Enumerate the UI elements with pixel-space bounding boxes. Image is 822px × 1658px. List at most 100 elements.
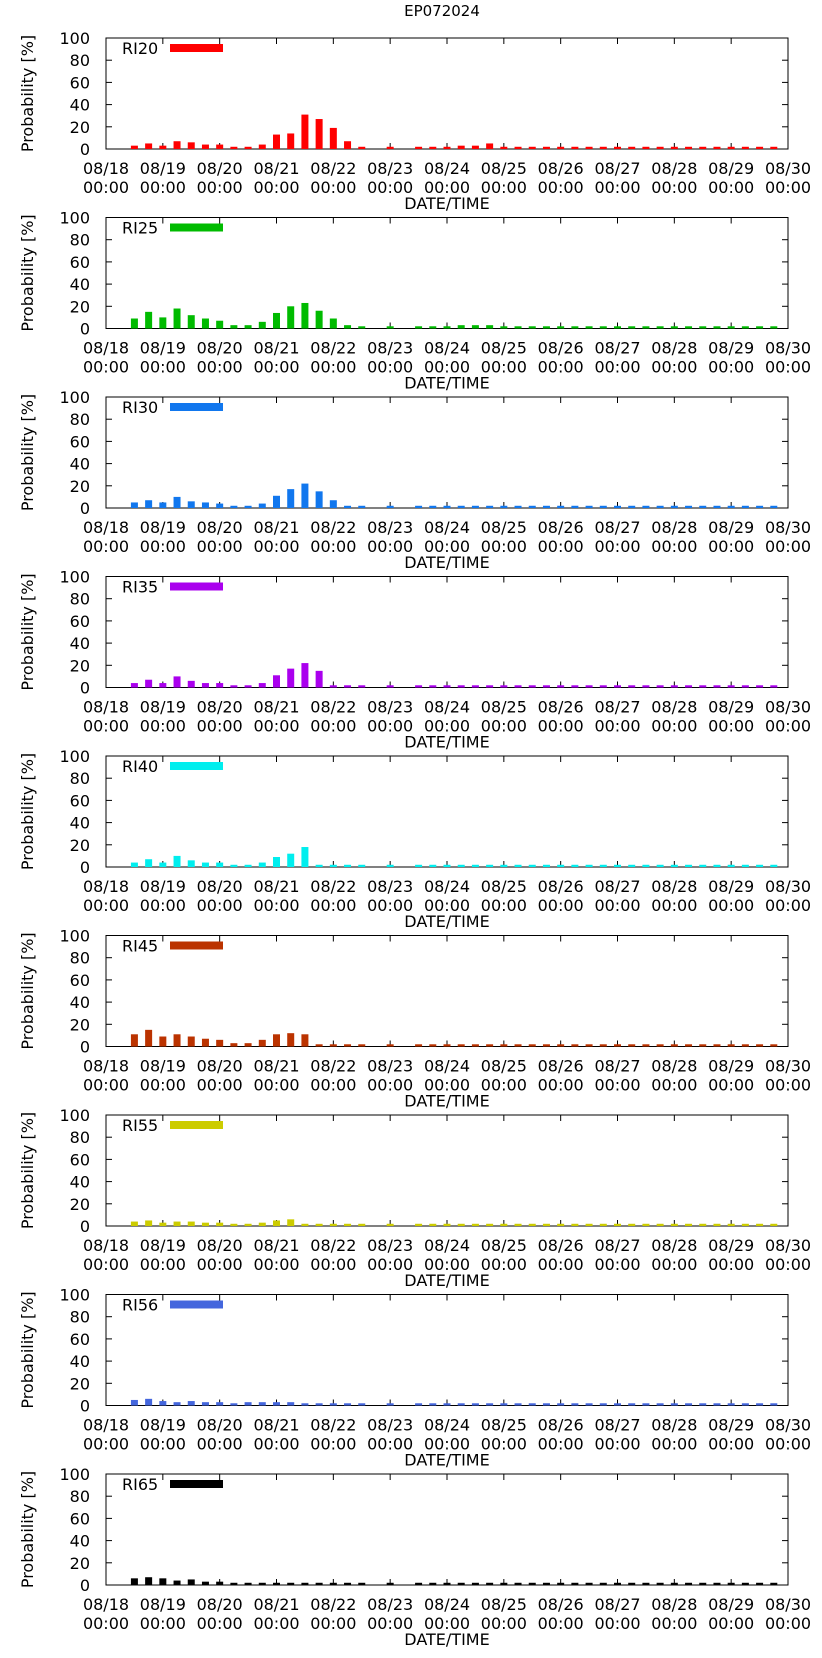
bar (770, 505, 778, 508)
legend-label: RI55 (122, 1116, 158, 1135)
y-tick-label: 40 (70, 1352, 90, 1371)
bar (656, 685, 664, 688)
bar (230, 685, 238, 688)
bar (457, 864, 465, 867)
x-tick-time: 00:00 (367, 717, 413, 736)
x-tick-time: 00:00 (253, 1614, 299, 1633)
bar (642, 685, 650, 688)
x-tick-date: 08/28 (651, 518, 697, 537)
bar (230, 146, 238, 149)
x-tick-time: 00:00 (253, 1076, 299, 1095)
bar (443, 505, 451, 508)
legend-label: RI40 (122, 757, 158, 776)
x-tick-date: 08/20 (197, 1236, 243, 1255)
y-tick-label: 40 (70, 275, 90, 294)
x-tick-date: 08/22 (310, 1057, 356, 1076)
bar (457, 1223, 465, 1226)
x-tick-time: 00:00 (765, 896, 811, 915)
x-tick-date: 08/19 (140, 877, 186, 896)
bar (656, 505, 664, 508)
bar (358, 1403, 366, 1406)
bar (685, 326, 693, 329)
bar (557, 326, 565, 329)
bar (542, 1223, 550, 1226)
bar (130, 318, 138, 329)
bar (557, 1044, 565, 1047)
x-tick-date: 08/23 (367, 1057, 413, 1076)
x-tick-time: 00:00 (594, 1255, 640, 1274)
bar (329, 127, 337, 149)
bar (386, 505, 394, 508)
bar (670, 685, 678, 688)
bar (542, 685, 550, 688)
y-tick-label: 0 (80, 1576, 90, 1595)
x-axis-label: DATE/TIME (404, 194, 489, 213)
bar (614, 1582, 621, 1585)
x-tick-date: 08/20 (197, 339, 243, 358)
bar (187, 1579, 195, 1585)
y-tick-label: 80 (70, 410, 90, 429)
bar (159, 317, 167, 329)
panel-ri30: 02040608010008/1800:0008/1900:0008/2000:… (18, 388, 811, 572)
bar (614, 326, 621, 329)
bar (201, 318, 209, 329)
x-tick-date: 08/27 (594, 518, 640, 537)
x-tick-date: 08/25 (481, 518, 527, 537)
bar (614, 1403, 621, 1406)
bar (358, 1044, 366, 1047)
bar (528, 1044, 536, 1047)
bar (713, 685, 721, 688)
x-tick-time: 00:00 (140, 717, 186, 736)
x-tick-time: 00:00 (594, 358, 640, 377)
bar (301, 1403, 309, 1406)
x-tick-date: 08/24 (424, 1595, 470, 1614)
bar (329, 500, 337, 508)
bar (173, 1402, 181, 1406)
plot-frame (105, 1473, 789, 1586)
x-tick-time: 00:00 (424, 178, 470, 197)
panel-ri56: 02040608010008/1800:0008/1900:0008/2000:… (18, 1286, 811, 1470)
bar (329, 1403, 337, 1406)
y-tick-label: 100 (59, 1465, 90, 1484)
bar (201, 1581, 209, 1585)
x-tick-time: 00:00 (140, 1255, 186, 1274)
bar (230, 864, 238, 867)
bar (514, 505, 522, 508)
y-tick-label: 80 (70, 231, 90, 250)
x-tick-time: 00:00 (765, 537, 811, 556)
x-tick-date: 08/29 (708, 877, 754, 896)
y-tick-label: 100 (59, 747, 90, 766)
x-tick-date: 08/19 (140, 1057, 186, 1076)
bar (756, 146, 764, 149)
bar (471, 1582, 479, 1585)
y-tick-label: 40 (70, 455, 90, 474)
bar (315, 1582, 323, 1585)
y-tick-label: 60 (70, 1150, 90, 1169)
y-tick-label: 60 (70, 971, 90, 990)
x-tick-time: 00:00 (253, 1435, 299, 1454)
x-tick-time: 00:00 (594, 896, 640, 915)
x-tick-date: 08/21 (253, 1416, 299, 1435)
x-tick-date: 08/28 (651, 698, 697, 717)
x-tick-time: 00:00 (197, 1614, 243, 1633)
bar (273, 1582, 280, 1585)
bar (770, 1582, 778, 1585)
bar (358, 326, 366, 329)
bar (301, 1223, 309, 1226)
bar (500, 1044, 508, 1047)
x-tick-time: 00:00 (83, 1614, 129, 1633)
bar (244, 325, 252, 329)
bar (741, 1223, 749, 1226)
bar (741, 1403, 749, 1406)
x-tick-date: 08/28 (651, 1595, 697, 1614)
bar (287, 306, 295, 329)
bar (344, 505, 352, 508)
x-tick-date: 08/24 (424, 698, 470, 717)
bar (713, 1582, 721, 1585)
bar (130, 683, 138, 688)
x-tick-date: 08/22 (310, 698, 356, 717)
bar (287, 1582, 295, 1585)
bar (741, 146, 749, 149)
bar (685, 146, 693, 149)
x-tick-time: 00:00 (367, 358, 413, 377)
